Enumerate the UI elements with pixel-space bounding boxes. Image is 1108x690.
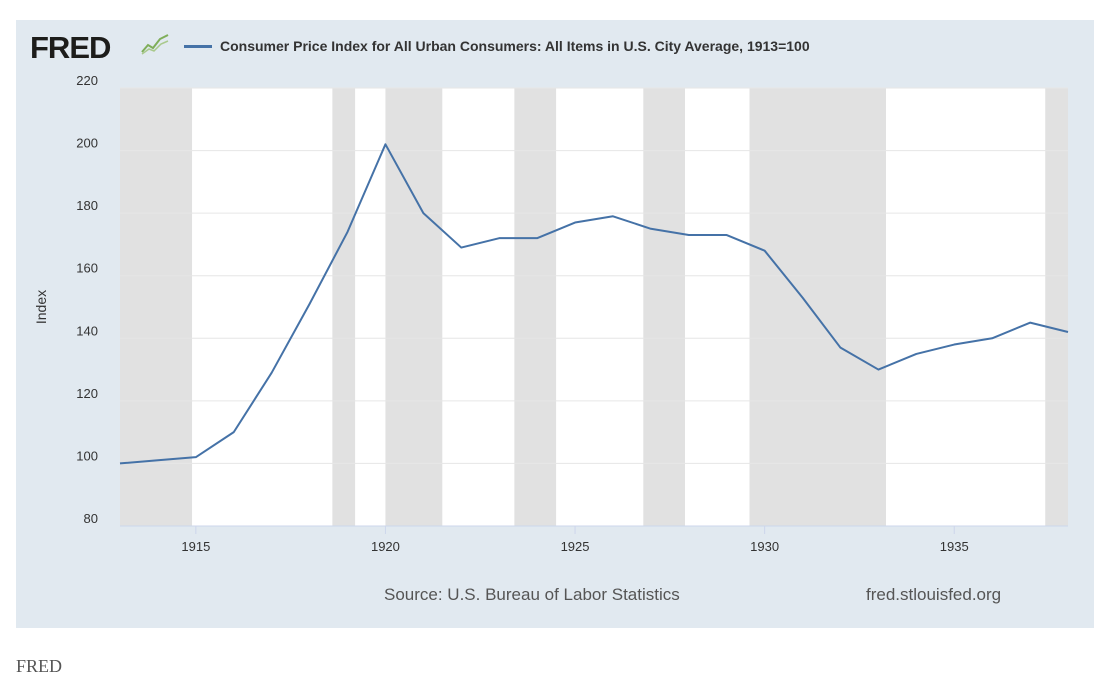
y-tick-label-160: 160 [76,261,98,276]
recession-band-2 [385,88,443,526]
recession-band-6 [1045,88,1068,526]
recession-band-3 [514,88,557,526]
chart-legend: Consumer Price Index for All Urban Consu… [184,38,810,54]
x-tick-label-1935: 1935 [940,539,969,554]
series-line-0 [119,143,1069,465]
recession-band-5 [749,88,886,526]
source-url[interactable]: fred.stlouisfed.org [866,585,1002,604]
caption: FRED [16,656,63,676]
fred-logo[interactable]: FRED [30,30,111,65]
fred-graph-icon [140,32,170,56]
plot-area [120,88,1068,526]
recession-band-1 [332,88,356,526]
x-tick-label-1920: 1920 [371,539,400,554]
y-axis-label: Index [33,290,49,324]
y-tick-label-200: 200 [76,136,98,151]
recession-band-0 [120,88,193,526]
y-tick-label-220: 220 [76,73,98,88]
x-tick-label-1925: 1925 [561,539,590,554]
cpi-line-chart: 80 100 120 140 160 180 200 220 1915 1920 1925 1930 1… [33,73,1069,554]
y-tick-label-120: 120 [76,386,98,401]
x-tick-label-1915: 1915 [181,539,210,554]
source-note: Source: U.S. Bureau of Labor Statistics [384,585,680,604]
y-tick-label-180: 180 [76,198,98,213]
y-tick-label-140: 140 [76,323,98,338]
y-tick-label-100: 100 [76,448,98,463]
recession-band-4 [643,88,686,526]
x-tick-label-1930: 1930 [750,539,779,554]
y-tick-label-80: 80 [84,511,98,526]
legend-label: Consumer Price Index for All Urban Consu… [220,38,810,54]
legend-swatch [184,44,212,48]
chart-panel: FRED Consumer Price Index for All Urban … [16,20,1094,628]
